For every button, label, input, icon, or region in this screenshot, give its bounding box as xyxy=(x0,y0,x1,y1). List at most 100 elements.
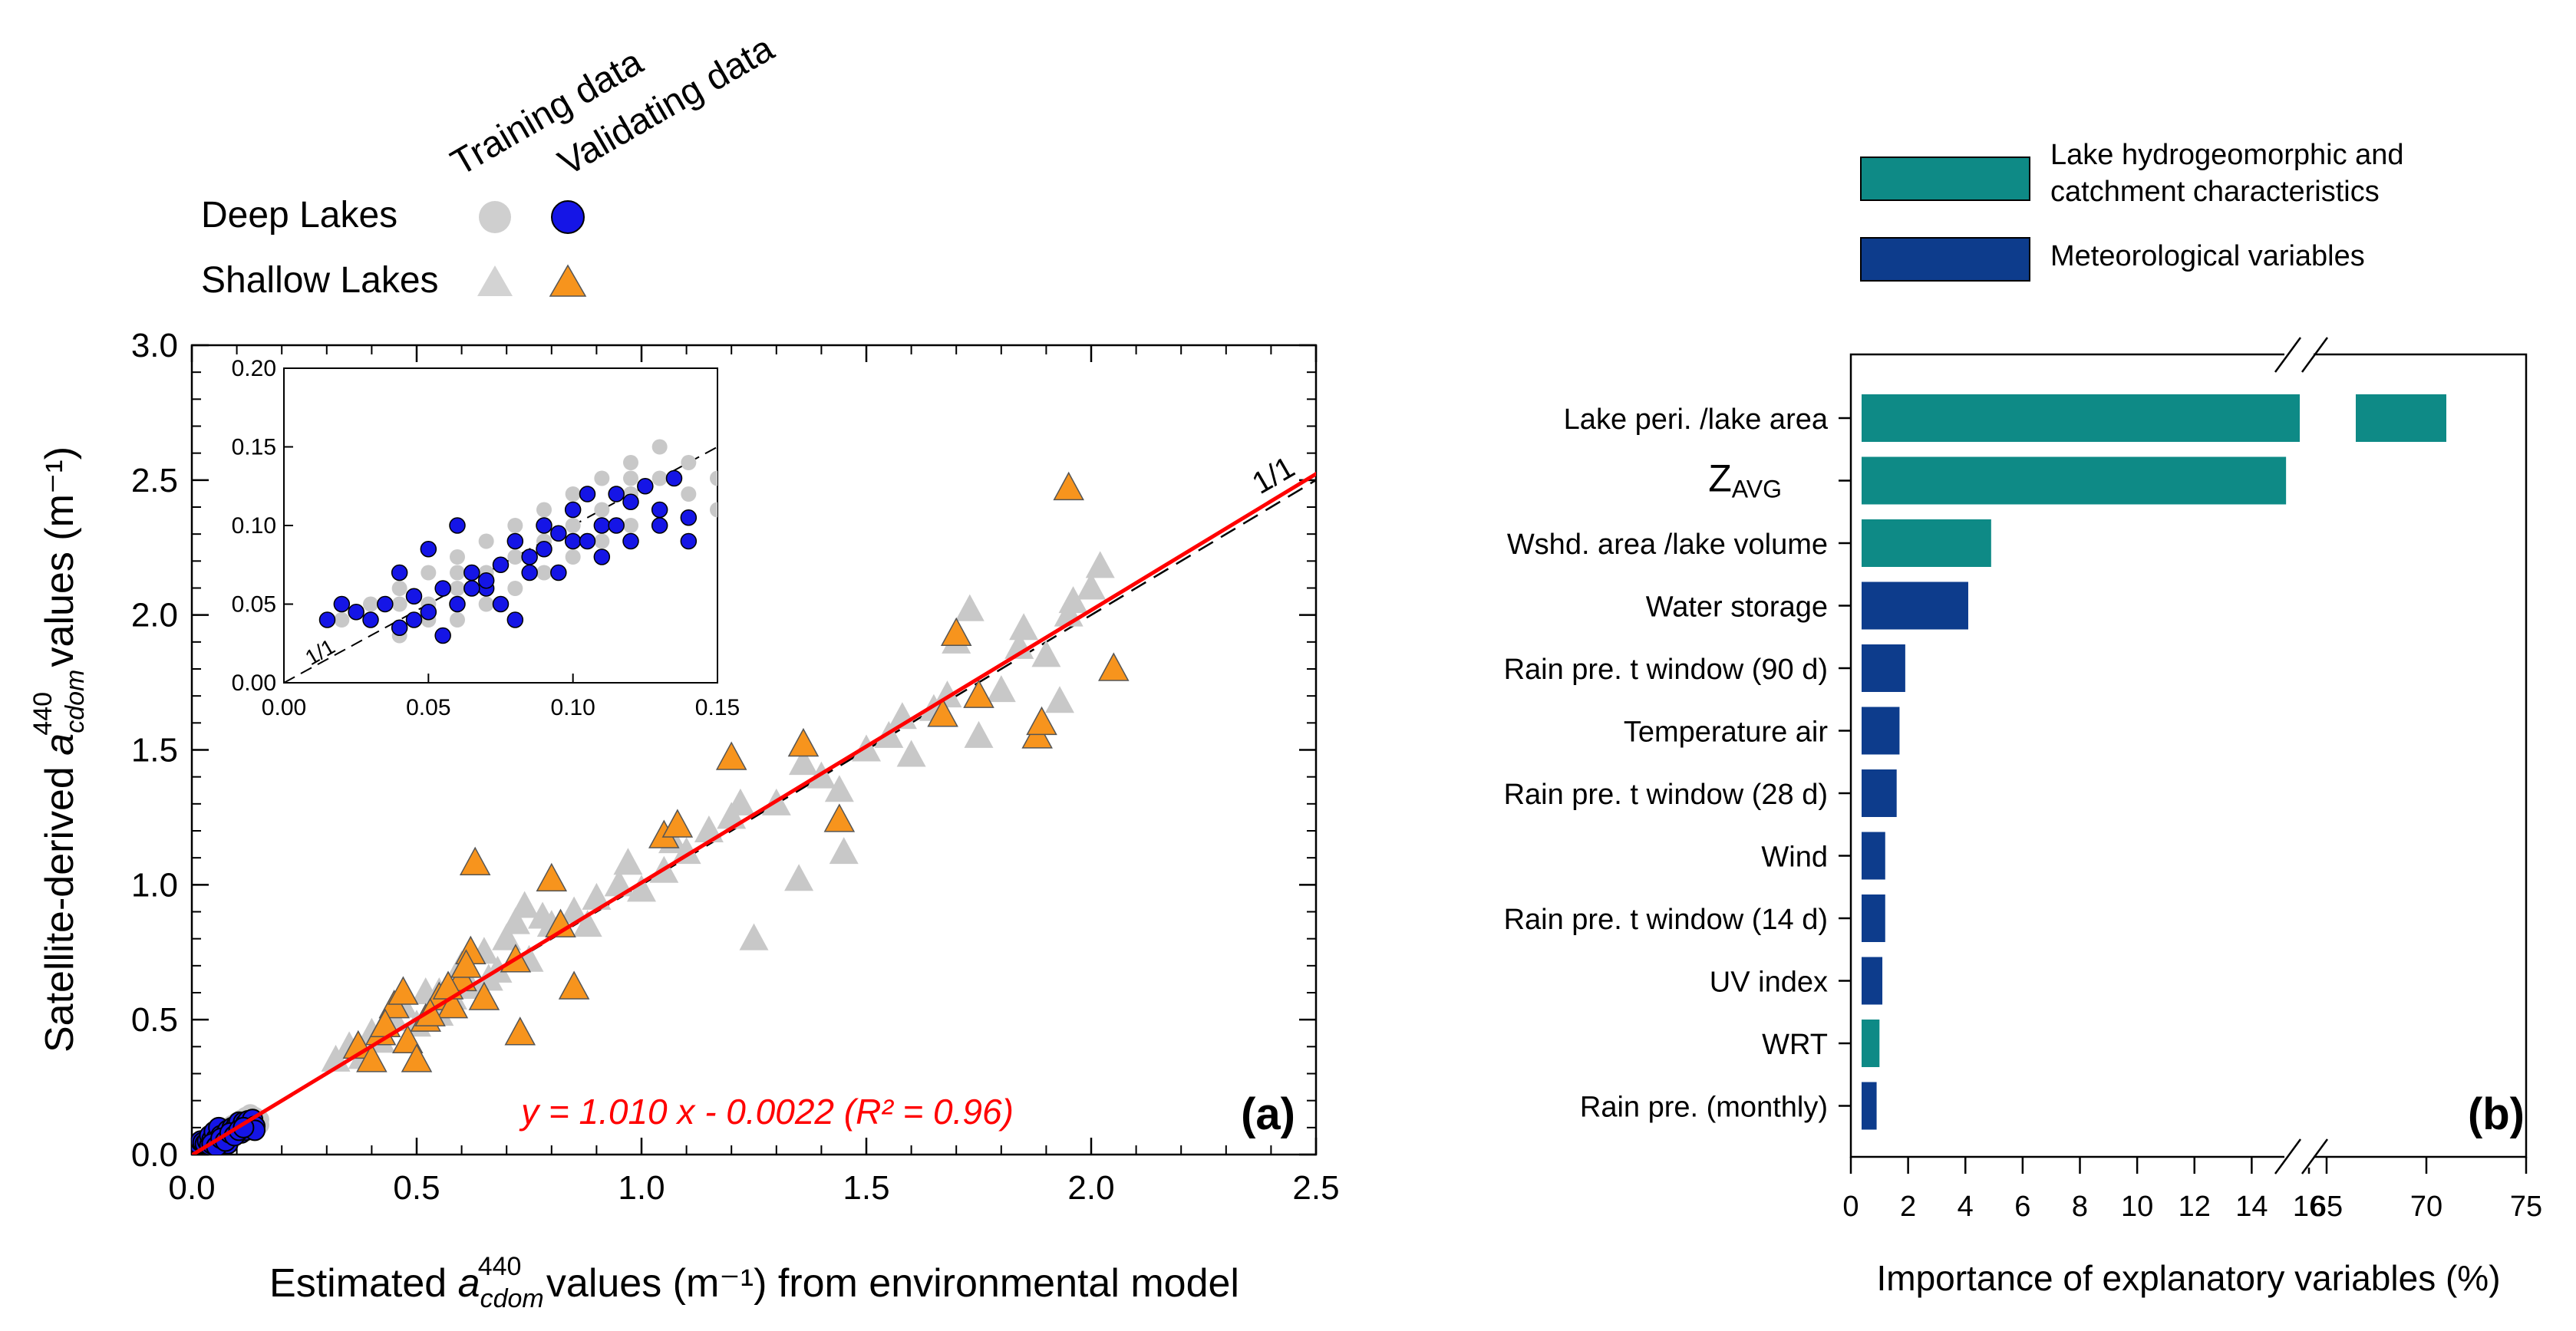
inset-deep-lake-point xyxy=(623,470,638,486)
shallow-lake-point xyxy=(715,741,747,770)
shallow-lake-point xyxy=(510,891,539,918)
legend-teal-label-1: Lake hydrogeomorphic and xyxy=(2050,139,2404,171)
inset-deep-lake-point xyxy=(681,455,697,470)
importance-bar xyxy=(1862,832,1885,880)
panel-label-a: (a) xyxy=(1241,1089,1295,1139)
inset-y-tick-label: 0.15 xyxy=(232,435,276,460)
inset-deep-lake-point xyxy=(623,518,638,533)
inset-deep-lake-point xyxy=(579,532,596,550)
shallow-lake-point xyxy=(823,803,856,832)
inset-scatter-points xyxy=(318,439,717,644)
x-axis-title-b: Importance of explanatory variables (%) xyxy=(1876,1258,2500,1298)
inset-deep-lake-point xyxy=(651,517,668,534)
category-label: Rain pre. (monthly) xyxy=(1580,1092,1828,1124)
x-tick-label-b: 10 xyxy=(2121,1191,2153,1223)
legend-a: Training data Validating data Deep Lakes… xyxy=(201,28,781,301)
x-tick-label-b: 16 xyxy=(2293,1191,2325,1223)
inset-deep-lake-point xyxy=(434,580,451,597)
inset-deep-lake-point xyxy=(564,501,582,519)
legend-teal-swatch xyxy=(1860,156,2030,201)
inset-deep-lake-point xyxy=(507,549,523,565)
importance-bar xyxy=(1862,1082,1877,1130)
x-tick-label-b: 14 xyxy=(2235,1191,2268,1223)
inset-deep-lake-point xyxy=(434,627,451,644)
legend-shallow-validating-marker xyxy=(549,264,587,297)
inset-deep-lake-point xyxy=(450,565,465,581)
y-tick-label-a: 3.0 xyxy=(131,327,178,364)
shallow-lake-point xyxy=(787,727,820,757)
x-tick-label-b: 8 xyxy=(2072,1191,2088,1223)
inset-y-tick-label: 0.10 xyxy=(232,513,276,539)
inset-deep-lake-point xyxy=(579,486,596,502)
y-axis-a: 0.0 0.5 1.0 1.5 2.0 2.5 3.0 xyxy=(131,327,1316,1174)
shallow-lake-point xyxy=(604,869,634,897)
inset-deep-lake-point xyxy=(565,549,581,565)
category-labels-b: Lake peri. /lake area ZAVG Wshd. area /lak… xyxy=(1504,404,1851,1124)
inset-deep-lake-point xyxy=(450,581,465,596)
inset-deep-lake-point xyxy=(564,532,582,550)
inset-deep-lake-point xyxy=(681,486,697,502)
category-label: Water storage xyxy=(1646,591,1828,624)
inset-deep-lake-point xyxy=(450,549,465,565)
shallow-lake-point xyxy=(1026,706,1057,736)
inset-deep-lake-point xyxy=(492,595,510,613)
shallow-lake-point xyxy=(536,862,568,892)
axis-break-top xyxy=(2274,337,2329,373)
inset-deep-lake-point xyxy=(333,595,351,613)
inset-deep-lake-point xyxy=(362,611,379,628)
shallow-lake-point xyxy=(1053,471,1084,501)
shallow-lake-point xyxy=(500,907,530,934)
fit-line xyxy=(192,471,1316,1155)
inset-deep-lake-point xyxy=(477,572,495,589)
inset-axes: 0.00 0.05 0.10 0.15 0.00 0.05 0.10 0.15 0.20 xyxy=(232,356,740,720)
importance-bar xyxy=(1862,894,1885,942)
inset-deep-lake-point xyxy=(391,581,407,596)
inset-deep-lake-point xyxy=(377,595,394,613)
legend-navy-swatch xyxy=(1860,237,2030,282)
importance-bar xyxy=(1862,581,1968,630)
bars-b xyxy=(1862,394,2446,1130)
importance-bar xyxy=(1862,707,1900,755)
inset-chart: 0.00 0.05 0.10 0.150.000.050.100.150.20 1/1 xyxy=(232,356,740,720)
inset-deep-lake-point xyxy=(536,517,552,534)
legend-b: Lake hydrogeomorphic and catchment chara… xyxy=(1860,139,2404,282)
shallow-lake-point xyxy=(896,740,926,767)
inset-deep-lake-point xyxy=(665,469,683,487)
x-tick-label-b: 6 xyxy=(2014,1191,2030,1223)
importance-bar xyxy=(1862,644,1905,692)
inset-deep-lake-point xyxy=(421,565,437,581)
shallow-lake-point xyxy=(1077,572,1106,600)
inset-deep-lake-point xyxy=(391,596,407,612)
shallow-lake-point xyxy=(986,675,1016,703)
category-label: Temperature air xyxy=(1624,717,1828,749)
importance-bar xyxy=(1862,456,2287,505)
shallow-lake-point xyxy=(1085,551,1115,578)
shallow-lake-point xyxy=(739,923,769,950)
inset-deep-lake-point xyxy=(521,549,538,565)
shallow-lake-point xyxy=(545,908,576,937)
shallow-lake-point xyxy=(450,949,482,978)
inset-deep-lake-point xyxy=(680,509,698,526)
x-tick-label-a: 1.5 xyxy=(843,1169,889,1207)
shallow-lake-point xyxy=(459,846,491,875)
inset-deep-lake-point xyxy=(565,518,581,533)
category-label: Lake peri. /lake area xyxy=(1564,404,1829,436)
inset-deep-lake-point xyxy=(594,533,610,549)
shallow-lake-point xyxy=(671,837,701,865)
inset-deep-lake-point xyxy=(594,502,610,518)
shallow-lake-point xyxy=(627,875,656,902)
shallow-lake-point xyxy=(1009,613,1039,641)
panel-a: 0.0 0.5 1.0 1.5 2.0 2.5 0.0 0.5 1.0 1.5 2.0 2.5 3.0… xyxy=(28,327,1340,1313)
shallow-lake-point xyxy=(725,788,755,815)
inset-deep-lake-point xyxy=(391,564,408,581)
x-tick-label-b: 4 xyxy=(1958,1191,1974,1223)
legend-shallow-training-marker xyxy=(477,265,513,296)
x-axis-title-a: Estimated acdom440 values (m⁻¹) from env… xyxy=(269,1252,1239,1313)
inset-deep-lake-point xyxy=(680,532,698,550)
inset-deep-lake-point xyxy=(623,455,638,470)
inset-deep-lake-point xyxy=(651,470,668,486)
inset-deep-lake-point xyxy=(420,604,437,621)
shallow-lake-point xyxy=(788,748,818,776)
inset-deep-lake-point xyxy=(593,517,611,534)
